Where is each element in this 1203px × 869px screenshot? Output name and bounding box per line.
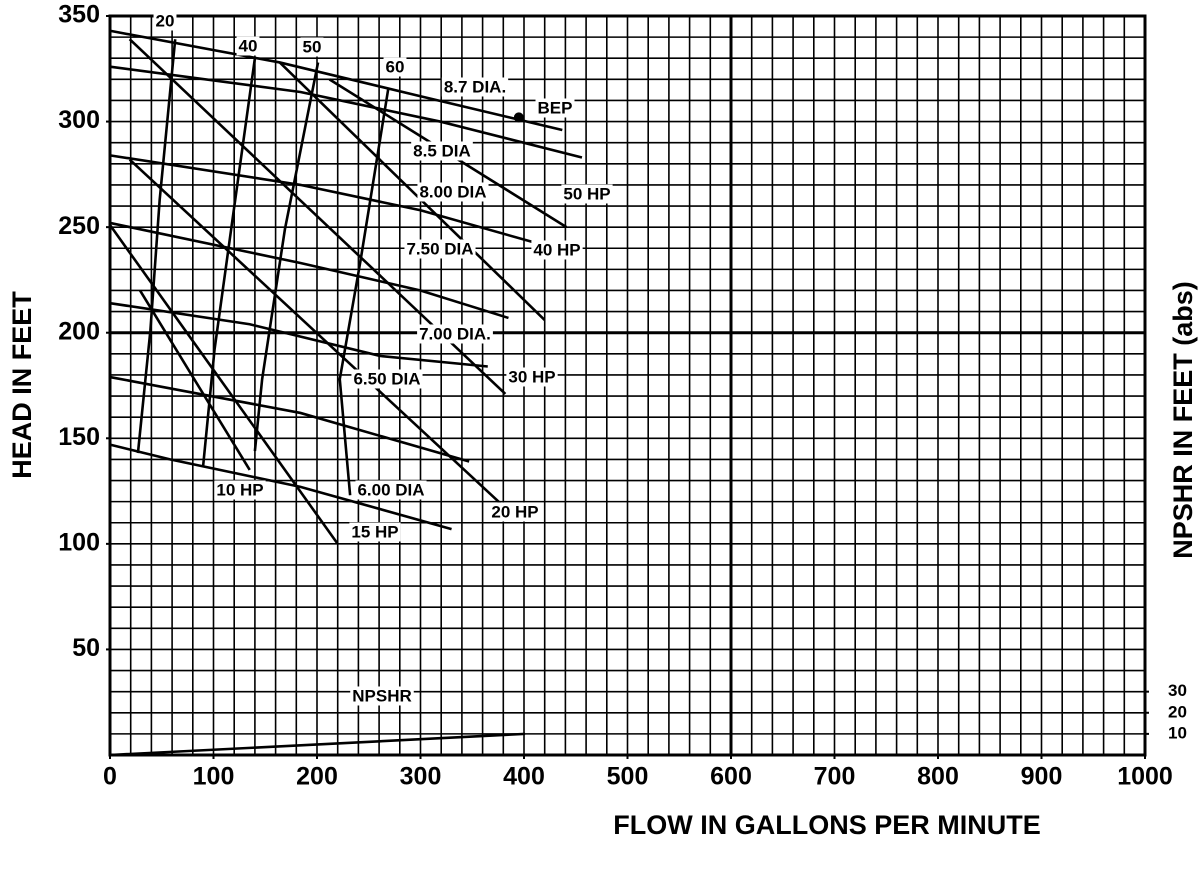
curve-label: 40 xyxy=(239,36,258,55)
curve-label: 30 HP xyxy=(508,367,555,386)
curve xyxy=(109,154,533,244)
curve-label: 8.7 DIA. xyxy=(444,77,506,96)
x-tick-label: 1000 xyxy=(1117,763,1173,791)
label-background xyxy=(153,11,177,31)
curve-label: 7.00 DIA. xyxy=(419,324,491,343)
label-background xyxy=(355,480,427,500)
curve-label: BEP xyxy=(538,98,573,117)
y-axis-title: HEAD IN FEET xyxy=(7,291,37,479)
curve-label: 40 HP xyxy=(533,240,580,259)
curve xyxy=(109,221,509,320)
label-background xyxy=(349,522,401,542)
label-background xyxy=(350,686,414,706)
curve-label: 50 xyxy=(303,37,322,56)
y-tick-label: 250 xyxy=(58,212,100,240)
curve xyxy=(109,65,583,159)
y-tick-label: 50 xyxy=(72,634,100,662)
x-tick-label: 800 xyxy=(917,763,959,791)
x-tick-label: 700 xyxy=(814,763,856,791)
label-background xyxy=(561,184,613,204)
y2-tick-label: 10 xyxy=(1168,723,1187,742)
label-background xyxy=(535,98,575,118)
curve-label: 7.50 DIA xyxy=(406,239,473,258)
label-background xyxy=(351,369,423,389)
curve xyxy=(109,29,563,132)
x-tick-label: 900 xyxy=(1021,763,1063,791)
y2-tick-label: 20 xyxy=(1168,702,1187,721)
label-background xyxy=(236,36,260,56)
curve-label: 10 HP xyxy=(216,480,263,499)
curve-label: NPSHR xyxy=(352,686,412,705)
curve xyxy=(253,62,320,452)
curve-label: 15 HP xyxy=(351,522,398,541)
y-tick-label: 100 xyxy=(58,528,100,556)
curve xyxy=(109,375,470,463)
curve-label: 60 xyxy=(386,57,405,76)
curve xyxy=(109,732,526,757)
curve xyxy=(338,87,390,496)
curve xyxy=(136,39,177,454)
label-background xyxy=(404,239,476,259)
curve-label: 20 xyxy=(156,11,175,30)
label-background xyxy=(489,502,541,522)
x-tick-label: 600 xyxy=(710,763,752,791)
label-background xyxy=(417,182,489,202)
x-tick-label: 200 xyxy=(296,763,338,791)
curve-label: 6.50 DIA xyxy=(353,369,420,388)
y2-tick-label: 30 xyxy=(1168,681,1187,700)
curve xyxy=(201,58,257,466)
label-background xyxy=(531,240,583,260)
x-tick-label: 100 xyxy=(193,763,235,791)
label-background xyxy=(411,141,473,161)
y-tick-label: 200 xyxy=(58,317,100,345)
label-background xyxy=(214,480,266,500)
label-background xyxy=(300,37,324,57)
x-tick-label: 500 xyxy=(607,763,649,791)
grid xyxy=(109,15,1146,756)
curve-label: 20 HP xyxy=(491,502,538,521)
label-background xyxy=(417,324,493,344)
curve xyxy=(108,224,339,545)
curve-label: 50 HP xyxy=(563,184,610,203)
bep-point xyxy=(513,112,524,123)
curve xyxy=(138,289,251,471)
x-axis-title: FLOW IN GALLONS PER MINUTE xyxy=(613,810,1040,840)
curve-label: 8.5 DIA xyxy=(413,141,471,160)
y-tick-label: 350 xyxy=(58,1,100,29)
label-background xyxy=(383,57,407,77)
y-tick-label: 150 xyxy=(58,423,100,451)
curve xyxy=(128,158,507,509)
curve xyxy=(109,443,452,531)
label-background xyxy=(441,77,509,97)
label-background xyxy=(506,367,558,387)
x-tick-label: 0 xyxy=(103,763,117,791)
curve-label: 6.00 DIA xyxy=(357,480,424,499)
curve xyxy=(278,61,546,321)
y-tick-label: 300 xyxy=(58,106,100,134)
x-tick-label: 400 xyxy=(503,763,545,791)
curve xyxy=(109,301,488,368)
curve-label: 8.00 DIA xyxy=(419,182,486,201)
y2-axis-title: NPSHR IN FEET (abs) xyxy=(1168,281,1198,559)
x-tick-label: 300 xyxy=(400,763,442,791)
